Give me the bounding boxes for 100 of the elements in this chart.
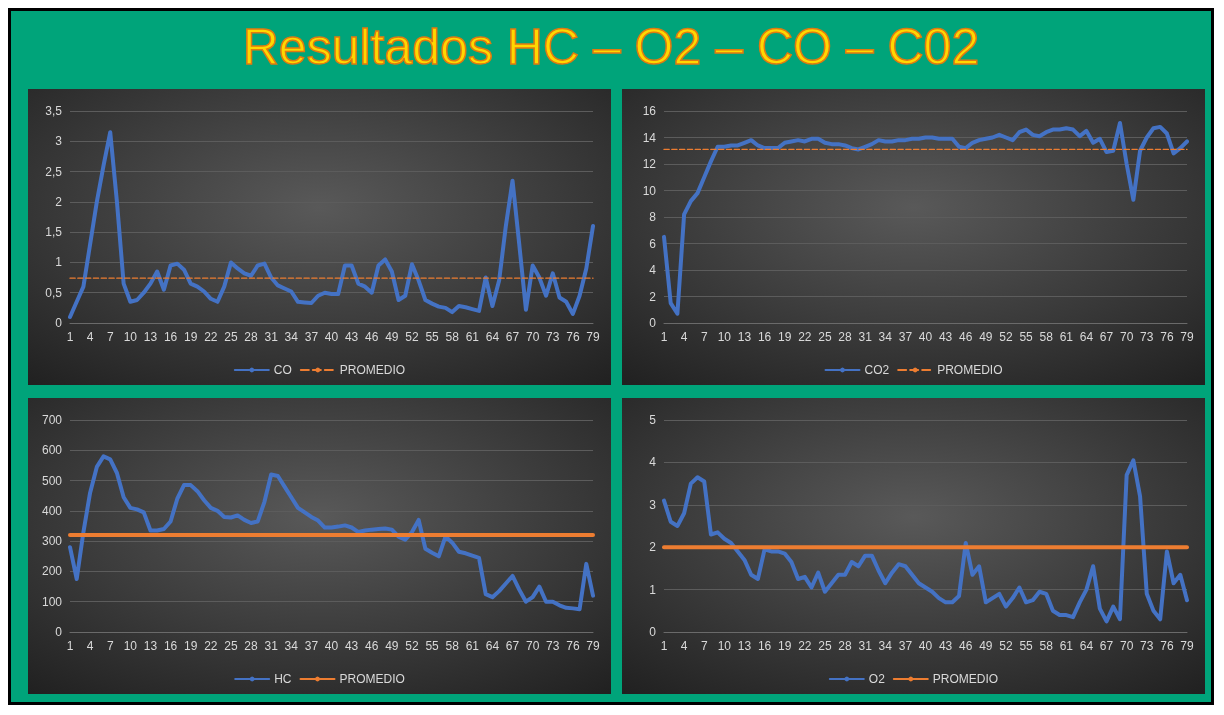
x-tick-label: 79 [1180,639,1194,653]
y-tick-label: 4 [649,263,657,277]
y-tick-label: 400 [41,503,63,518]
x-tick-label: 16 [163,639,178,653]
x-tick-label: 61 [1059,330,1074,344]
x-tick-label: 13 [143,639,158,653]
x-tick-label: 34 [284,639,299,653]
legend-label: CO [273,363,292,377]
legend-label: PROMEDIO [339,672,405,686]
x-tick-label: 19 [778,330,792,344]
x-tick-label: 67 [505,330,520,344]
y-tick-label: 1 [649,582,657,597]
x-tick-label: 58 [445,639,460,653]
x-tick-label: 4 [680,330,688,344]
x-tick-label: 31 [858,639,873,653]
text: Resultados HC – O2 – CO – C02 [241,18,981,77]
x-tick-label: 55 [1019,639,1034,653]
x-tick-label: 70 [525,639,540,653]
x-tick-label: 61 [465,639,480,653]
x-tick-label: 64 [485,330,500,344]
x-tick-label: 43 [938,330,953,344]
x-tick-label: 79 [586,330,600,344]
x-tick-label: 7 [700,639,708,653]
x-tick-label: 22 [798,639,812,653]
x-tick-label: 37 [898,330,913,344]
legend-label: O2 [868,672,886,686]
x-tick-label: 31 [264,330,279,344]
x-tick-label: 52 [405,330,419,344]
x-tick-label: 58 [445,330,460,344]
x-tick-label: 34 [284,330,299,344]
x-tick-label: 55 [1019,330,1034,344]
y-tick-label: 1,5 [45,225,63,240]
x-tick-label: 73 [1140,330,1154,344]
x-tick-label: 4 [86,639,94,653]
x-tick-label: 1 [660,330,668,344]
x-tick-label: 22 [798,330,812,344]
x-tick-label: 16 [757,330,772,344]
x-tick-label: 55 [425,330,440,344]
x-tick-label: 49 [385,330,399,344]
y-tick-label: 600 [41,443,63,458]
x-tick-label: 70 [1119,330,1134,344]
x-tick-label: 79 [586,639,600,653]
x-tick-label: 28 [838,639,853,653]
x-tick-label: 16 [757,639,772,653]
x-tick-label: 7 [700,330,708,344]
x-tick-label: 61 [1059,639,1074,653]
y-tick-label: 0 [649,625,657,639]
line-series [68,130,595,319]
x-tick-label: 64 [1079,639,1094,653]
y-tick-label: 2,5 [45,164,63,179]
x-tick-label: 73 [1140,639,1154,653]
x-tick-label: 70 [1119,639,1134,653]
legend-label: PROMEDIO [937,363,1003,377]
y-tick-label: 3 [649,497,657,512]
x-tick-label: 79 [1180,330,1194,344]
x-tick-label: 67 [1099,639,1114,653]
x-tick-label: 28 [244,639,259,653]
x-tick-label: 43 [938,639,953,653]
x-tick-label: 13 [737,330,752,344]
x-tick-label: 1 [66,330,74,344]
y-tick-label: 6 [649,236,657,251]
x-tick-label: 76 [1160,639,1174,653]
y-tick-label: 0 [55,316,63,330]
x-tick-label: 46 [959,639,973,653]
line-series [68,454,595,612]
y-tick-label: 0 [649,316,657,330]
x-tick-label: 70 [525,330,540,344]
x-tick-label: 34 [878,639,893,653]
x-tick-label: 37 [898,639,913,653]
y-tick-label: 5 [649,413,657,427]
x-tick-label: 64 [485,639,500,653]
x-tick-label: 7 [106,639,114,653]
x-tick-label: 49 [979,639,993,653]
x-tick-label: 37 [304,639,319,653]
x-tick-label: 67 [1099,330,1114,344]
y-tick-label: 4 [649,455,657,470]
x-tick-label: 64 [1079,330,1094,344]
x-tick-label: 1 [660,639,668,653]
x-tick-label: 55 [425,639,440,653]
y-tick-label: 8 [649,210,657,224]
x-tick-label: 22 [204,639,218,653]
y-tick-label: 0 [55,625,63,639]
y-tick-label: 3 [55,134,63,149]
x-tick-label: 25 [818,330,832,344]
x-tick-label: 34 [878,330,893,344]
line-series [662,120,1189,316]
x-tick-label: 10 [717,330,732,344]
x-tick-label: 10 [717,639,732,653]
x-tick-label: 49 [385,639,399,653]
x-tick-label: 52 [405,639,419,653]
legend-label: PROMEDIO [932,672,999,686]
x-tick-label: 73 [546,639,560,653]
y-tick-label: 10 [642,183,657,198]
x-tick-label: 40 [918,330,933,344]
x-tick-label: 7 [106,330,114,344]
x-tick-label: 67 [505,639,520,653]
x-tick-label: 73 [546,330,560,344]
x-tick-label: 58 [1039,639,1054,653]
x-tick-label: 25 [224,639,238,653]
x-tick-label: 1 [66,639,74,653]
